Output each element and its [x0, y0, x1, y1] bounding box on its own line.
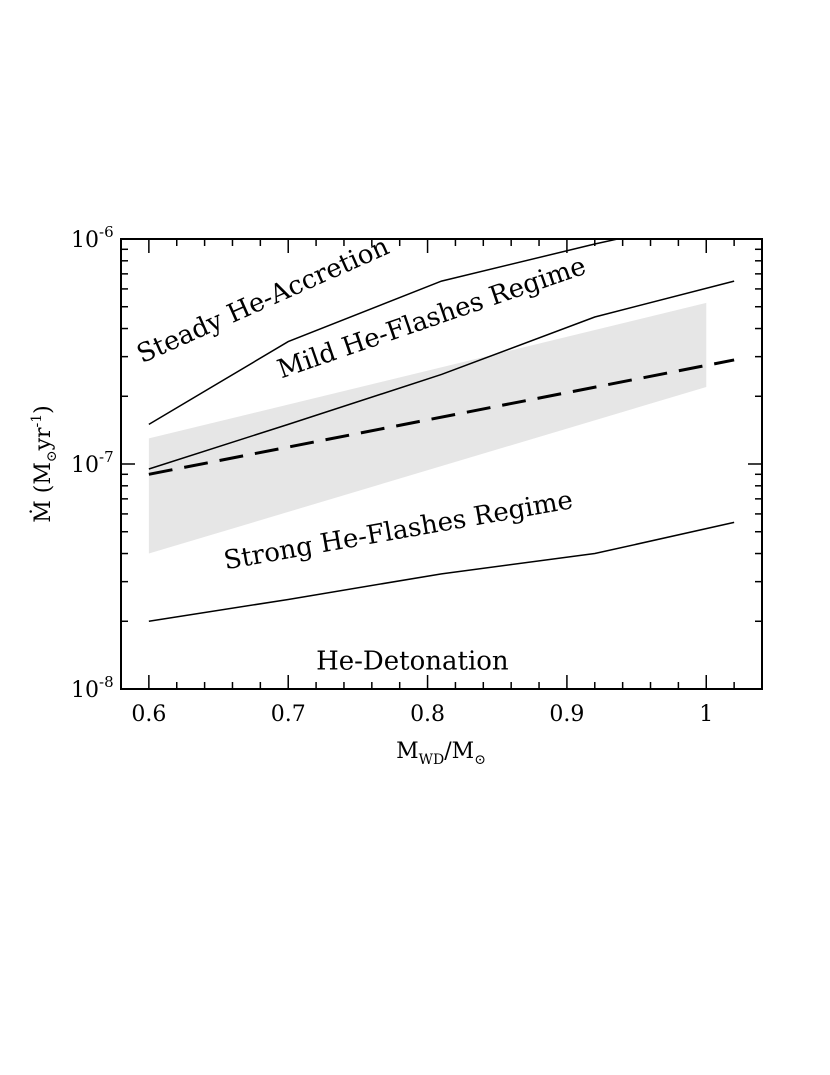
- series-dashed-line: [148, 358, 735, 476]
- y-tick-label: 10-8: [71, 673, 114, 703]
- x-tick-label: 0.9: [549, 702, 584, 727]
- shaded-band: [148, 302, 707, 554]
- x-tick-label: 1: [699, 702, 713, 727]
- x-tick-label: 0.6: [131, 702, 166, 727]
- x-tick-label: 0.7: [271, 702, 306, 727]
- series-steady-boundary: [148, 239, 622, 426]
- series-detonation-boundary: [148, 521, 735, 623]
- x-axis-title: MWD/M⊙: [396, 739, 486, 768]
- y-tick-label: 10-7: [71, 448, 114, 478]
- y-axis-title: Ṁ (M⊙yr-1): [29, 405, 60, 523]
- series-mild-strong-boundary: [148, 280, 735, 470]
- y-tick-label: 10-6: [71, 223, 114, 253]
- region-label: He-Detonation: [316, 647, 509, 677]
- x-tick-label: 0.8: [410, 702, 445, 727]
